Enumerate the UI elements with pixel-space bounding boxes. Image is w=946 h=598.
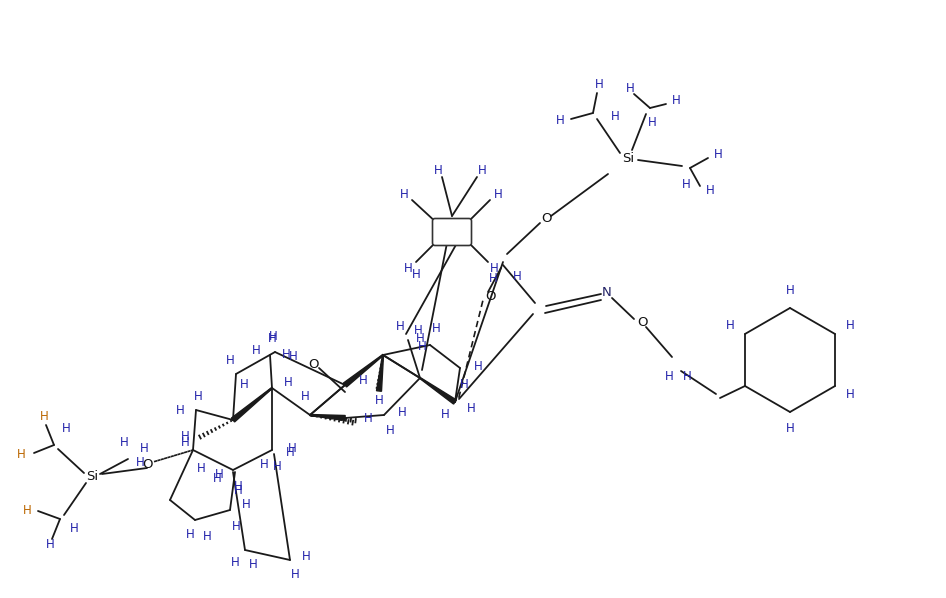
Text: H: H (140, 443, 149, 456)
Text: H: H (846, 319, 854, 332)
FancyBboxPatch shape (432, 218, 471, 246)
Text: H: H (478, 163, 486, 176)
Text: H: H (513, 270, 521, 282)
Text: H: H (412, 267, 420, 280)
Text: H: H (375, 395, 383, 407)
Text: H: H (62, 423, 71, 435)
Text: H: H (288, 441, 296, 454)
Text: H: H (301, 390, 309, 404)
Text: H: H (290, 568, 299, 581)
Text: Abs: Abs (443, 227, 462, 237)
Text: H: H (683, 371, 692, 383)
Text: H: H (490, 261, 499, 274)
Text: H: H (726, 319, 735, 332)
Text: H: H (474, 359, 482, 373)
Text: H: H (433, 163, 443, 176)
Text: H: H (269, 329, 277, 343)
Text: O: O (542, 212, 552, 224)
Text: H: H (785, 423, 795, 435)
Text: H: H (359, 374, 367, 388)
Text: H: H (431, 322, 441, 335)
Text: H: H (249, 557, 257, 570)
Text: H: H (40, 410, 48, 423)
Polygon shape (343, 355, 383, 387)
Text: H: H (45, 539, 54, 551)
Text: H: H (259, 459, 269, 471)
Text: H: H (268, 332, 276, 346)
Text: H: H (386, 423, 394, 437)
Text: H: H (234, 484, 242, 496)
Text: H: H (611, 111, 620, 124)
Text: H: H (846, 388, 854, 401)
Text: H: H (239, 377, 249, 390)
Text: H: H (284, 376, 292, 389)
Text: H: H (665, 371, 674, 383)
Text: H: H (202, 529, 211, 542)
Text: O: O (142, 457, 152, 471)
Text: H: H (185, 529, 194, 542)
Text: H: H (215, 468, 223, 481)
Text: H: H (286, 446, 294, 459)
Text: H: H (413, 324, 422, 337)
Text: H: H (232, 520, 240, 532)
Text: H: H (460, 377, 468, 390)
Text: H: H (17, 448, 26, 462)
Text: H: H (556, 114, 565, 127)
Text: H: H (119, 437, 129, 450)
Text: H: H (441, 407, 449, 420)
Text: N: N (602, 285, 612, 298)
Text: H: H (181, 429, 189, 443)
Text: H: H (397, 405, 407, 419)
Text: H: H (289, 349, 297, 362)
Text: H: H (417, 340, 427, 352)
Polygon shape (310, 414, 345, 420)
Text: H: H (182, 435, 190, 448)
Text: H: H (595, 78, 604, 91)
Text: Si: Si (86, 471, 98, 484)
Text: O: O (484, 289, 496, 303)
Text: H: H (494, 188, 502, 200)
Text: H: H (302, 550, 310, 563)
Text: H: H (24, 505, 32, 517)
Text: O: O (307, 358, 318, 371)
Text: H: H (625, 81, 635, 94)
Text: Si: Si (622, 151, 634, 164)
Text: H: H (176, 404, 184, 416)
Text: H: H (231, 556, 239, 569)
Text: H: H (395, 319, 404, 332)
Text: H: H (213, 471, 221, 484)
Text: O: O (637, 316, 647, 328)
Text: H: H (648, 115, 657, 129)
Text: H: H (404, 261, 412, 274)
Text: H: H (399, 188, 409, 200)
Text: H: H (272, 459, 281, 472)
Text: H: H (241, 498, 251, 511)
Text: H: H (415, 332, 425, 346)
Text: H: H (714, 148, 723, 160)
Text: H: H (226, 353, 235, 367)
Text: H: H (197, 462, 205, 474)
Text: H: H (234, 480, 242, 493)
Text: H: H (785, 285, 795, 297)
Text: H: H (136, 456, 145, 469)
Text: H: H (70, 523, 79, 535)
Text: H: H (682, 178, 691, 191)
Text: H: H (252, 344, 260, 358)
Text: H: H (672, 93, 681, 106)
Polygon shape (377, 355, 383, 391)
Text: H: H (194, 389, 202, 402)
Text: H: H (489, 271, 498, 285)
Text: H: H (466, 401, 476, 414)
Text: H: H (282, 349, 290, 362)
Text: H: H (706, 184, 715, 197)
Text: H: H (364, 413, 373, 426)
Polygon shape (232, 388, 272, 422)
Polygon shape (420, 377, 456, 404)
